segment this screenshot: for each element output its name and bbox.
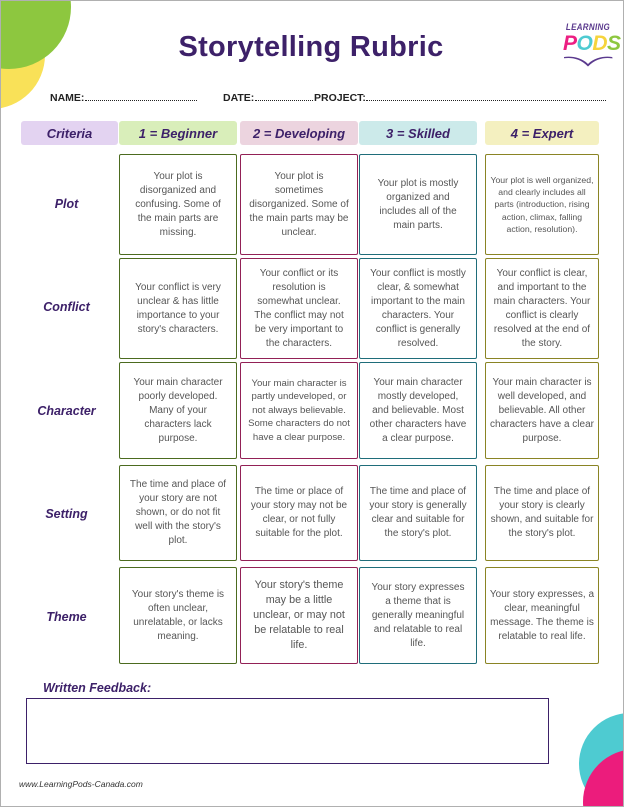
- svg-text:™: ™: [610, 57, 613, 61]
